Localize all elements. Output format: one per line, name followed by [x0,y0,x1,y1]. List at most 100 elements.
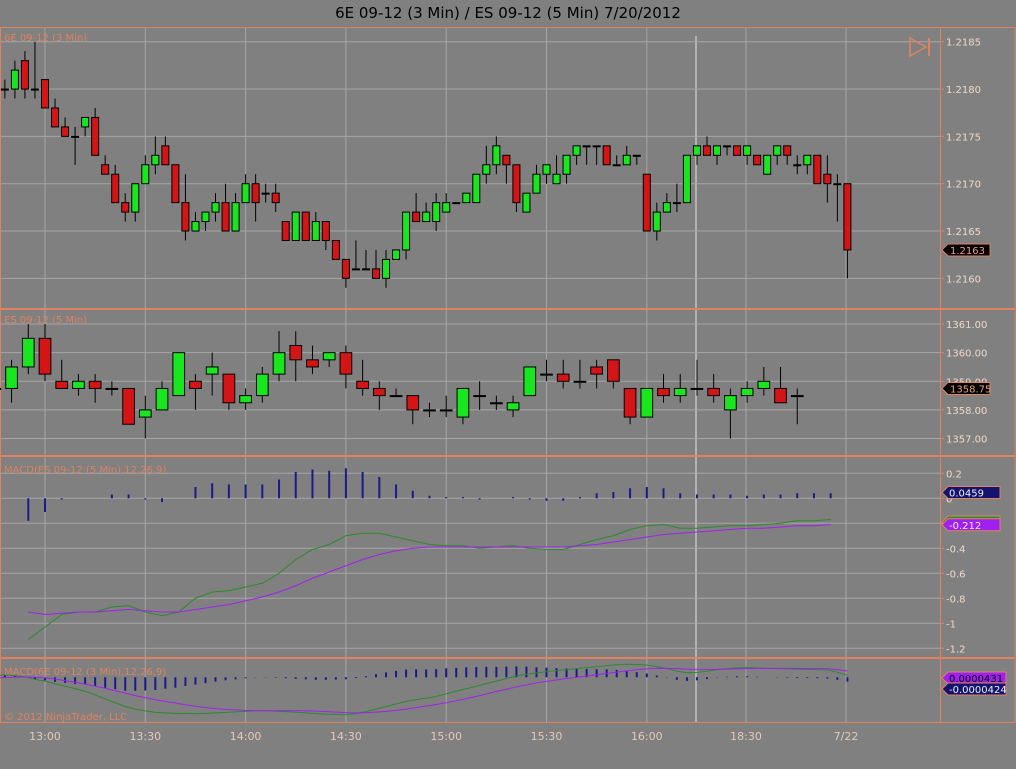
panel-label: ES 09-12 (5 Min) [4,315,87,326]
x-tick-label: 14:00 [230,730,262,743]
candle-up [723,145,732,148]
x-tick-label: 13:30 [129,730,161,743]
candle-up [572,145,581,156]
y-tick-label: 1.2165 [946,227,981,238]
candle-up [239,395,252,404]
candle-down [51,107,60,128]
candle-up [211,202,220,213]
candle-down [371,268,381,279]
candle-down [61,126,70,137]
candle-up [291,211,300,241]
candle-down [702,145,711,156]
last-value-label: -0.212 [949,521,981,532]
axis-frame [940,658,1016,723]
candle-up [482,164,491,175]
x-tick-label: 7/22 [834,730,859,743]
y-tick-label: -1.2 [946,644,966,655]
candle-up [389,395,403,398]
panel-label: MACD(ES 09-12 (5 Min),12,26,9) [4,465,166,476]
candle-up [473,395,486,398]
y-tick-label: -0.6 [946,569,966,580]
panel-label: MACD(6E 09-12 (3 Min),12,26,9) [4,667,166,678]
candle-up [0,88,9,91]
candle-down [20,60,29,90]
candle-down [774,387,787,404]
candle-up [690,387,704,390]
candle-up [622,154,631,166]
chart-title: 6E 09-12 (3 Min) / ES 09-12 (5 Min) 7/20… [335,4,681,22]
candle-up [155,387,169,411]
axis-frame [940,27,1016,309]
candle-up [131,183,140,213]
candle-down [301,211,310,241]
last-value-tag [941,486,1001,500]
candle-down [657,387,670,397]
candle-up [757,380,771,389]
candle-up [472,173,481,204]
candle-down [733,145,742,156]
candle-up [392,249,401,260]
candle-up [322,352,336,361]
candle-up [489,402,503,405]
candle-up [71,135,80,138]
y-tick-label: 1.2175 [946,132,981,143]
candle-up [692,145,701,156]
x-tick-label: 14:30 [330,730,362,743]
candle-down [121,202,130,213]
candle-down [412,211,421,223]
candle-up [151,154,160,166]
last-value-tag [941,682,1007,696]
candle-up [492,145,501,166]
candle-up [682,154,691,204]
candle-up [241,183,250,204]
grid-layer [1,28,940,722]
macd-line [0,663,848,716]
candle-up [10,69,19,90]
candle-up [382,258,391,279]
y-tick-label: 1.2180 [946,85,981,96]
candle-up [833,183,842,186]
axis-frame [940,456,1016,658]
panel-frame [0,309,941,456]
candle-down [101,164,110,175]
x-tick-label: 18:30 [730,730,762,743]
candle-up [552,173,561,185]
candle-down [556,373,570,382]
candle-down [289,344,303,361]
candle-down [602,145,611,166]
candle-up [773,145,782,156]
candle-up [640,387,654,418]
candle-down [189,380,202,389]
last-price-label: 1.2163 [950,246,985,257]
candle-up [652,211,661,232]
panel-es-candles [0,324,804,439]
panel-6e-macd [0,663,849,716]
candle-up [231,202,240,232]
candle-down [813,154,822,185]
candle-down [356,380,369,389]
candle-down [171,164,180,204]
candle-down [607,359,620,382]
candle-down [306,359,319,368]
y-tick-label: -0.4 [946,544,966,555]
panel-frames [0,27,1016,723]
play-forward-icon[interactable] [909,36,930,58]
candle-up [540,373,553,376]
candle-down [181,202,190,232]
candle-down [55,380,69,389]
last-price-tag [941,381,991,395]
candle-up [573,380,587,383]
candle-up [662,202,671,213]
candle-down [512,164,521,204]
y-tick-label: 1357.00 [946,435,987,446]
x-tick-label: 16:00 [631,730,663,743]
candle-up [423,409,436,412]
candle-up [255,373,269,397]
candle-up [673,387,687,397]
candle-down [823,173,832,185]
candle-down [122,387,135,425]
y-tick-label: 1.2160 [946,274,981,285]
candle-down [271,192,280,204]
candle-down [111,173,120,204]
